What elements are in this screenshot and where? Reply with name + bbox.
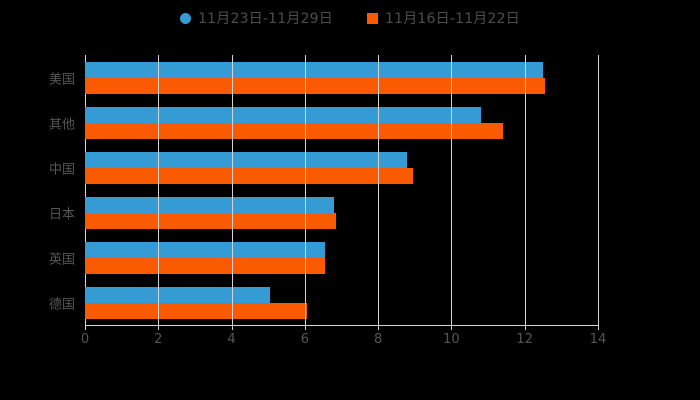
x-axis-tick-mark [451, 325, 453, 330]
legend-square-marker-icon [367, 12, 378, 24]
x-axis-tick-label: 0 [80, 332, 90, 347]
bar[interactable] [85, 212, 336, 229]
bar[interactable] [85, 167, 413, 184]
x-axis-tick-mark [231, 325, 233, 330]
x-axis-tick-mark [158, 325, 160, 330]
x-axis-tick-mark [304, 325, 306, 330]
legend-label-series-0: 11月23日-11月29日 [198, 11, 333, 27]
x-axis-tick-mark [378, 325, 380, 330]
bar[interactable] [85, 302, 307, 319]
x-axis-tick-label: 12 [516, 332, 533, 347]
y-axis-category-label: 德国 [48, 297, 75, 312]
plot-area [85, 55, 598, 325]
bar[interactable] [85, 257, 325, 274]
x-axis-tick-mark [524, 325, 526, 330]
gridline [451, 55, 453, 325]
y-axis-category-label: 其他 [48, 117, 75, 132]
bar[interactable] [85, 151, 408, 168]
legend-item-series-1[interactable]: 11月16日-11月22日 [367, 8, 520, 28]
y-axis-category-label: 日本 [48, 207, 75, 222]
bar[interactable] [85, 77, 545, 94]
x-axis-tick-mark [598, 325, 599, 330]
bar[interactable] [85, 61, 544, 78]
gridline [231, 55, 233, 325]
y-axis-category-label: 英国 [48, 252, 75, 267]
bar[interactable] [85, 122, 503, 139]
x-axis-tick-mark [85, 325, 86, 330]
y-axis-category-label: 美国 [48, 72, 75, 87]
x-axis-tick-label: 6 [300, 332, 309, 347]
bar[interactable] [85, 286, 271, 303]
x-axis-tick-label: 14 [589, 332, 607, 347]
bar[interactable] [85, 241, 325, 258]
chart-legend: 11月23日-11月29日 11月16日-11月22日 [0, 8, 700, 28]
x-axis-tick-label: 8 [374, 332, 383, 347]
y-axis-line [85, 55, 86, 325]
x-axis-tick-label: 2 [154, 332, 163, 347]
gridline [524, 55, 526, 325]
legend-circle-marker-icon [180, 12, 192, 24]
y-axis-category-label: 中国 [48, 162, 75, 177]
gridline [304, 55, 306, 325]
gridline [158, 55, 160, 325]
x-axis-tick-label: 10 [443, 332, 460, 347]
x-axis-line [85, 325, 599, 326]
gridline [378, 55, 380, 325]
bar[interactable] [85, 106, 481, 123]
x-axis-tick-label: 4 [227, 332, 236, 347]
legend-item-series-0[interactable]: 11月23日-11月29日 [180, 8, 333, 28]
bar[interactable] [85, 196, 335, 213]
legend-label-series-1: 11月16日-11月22日 [385, 11, 520, 27]
y-axis-category-labels: 美国其他中国日本英国德国 [0, 0, 75, 400]
gridline [598, 55, 599, 325]
